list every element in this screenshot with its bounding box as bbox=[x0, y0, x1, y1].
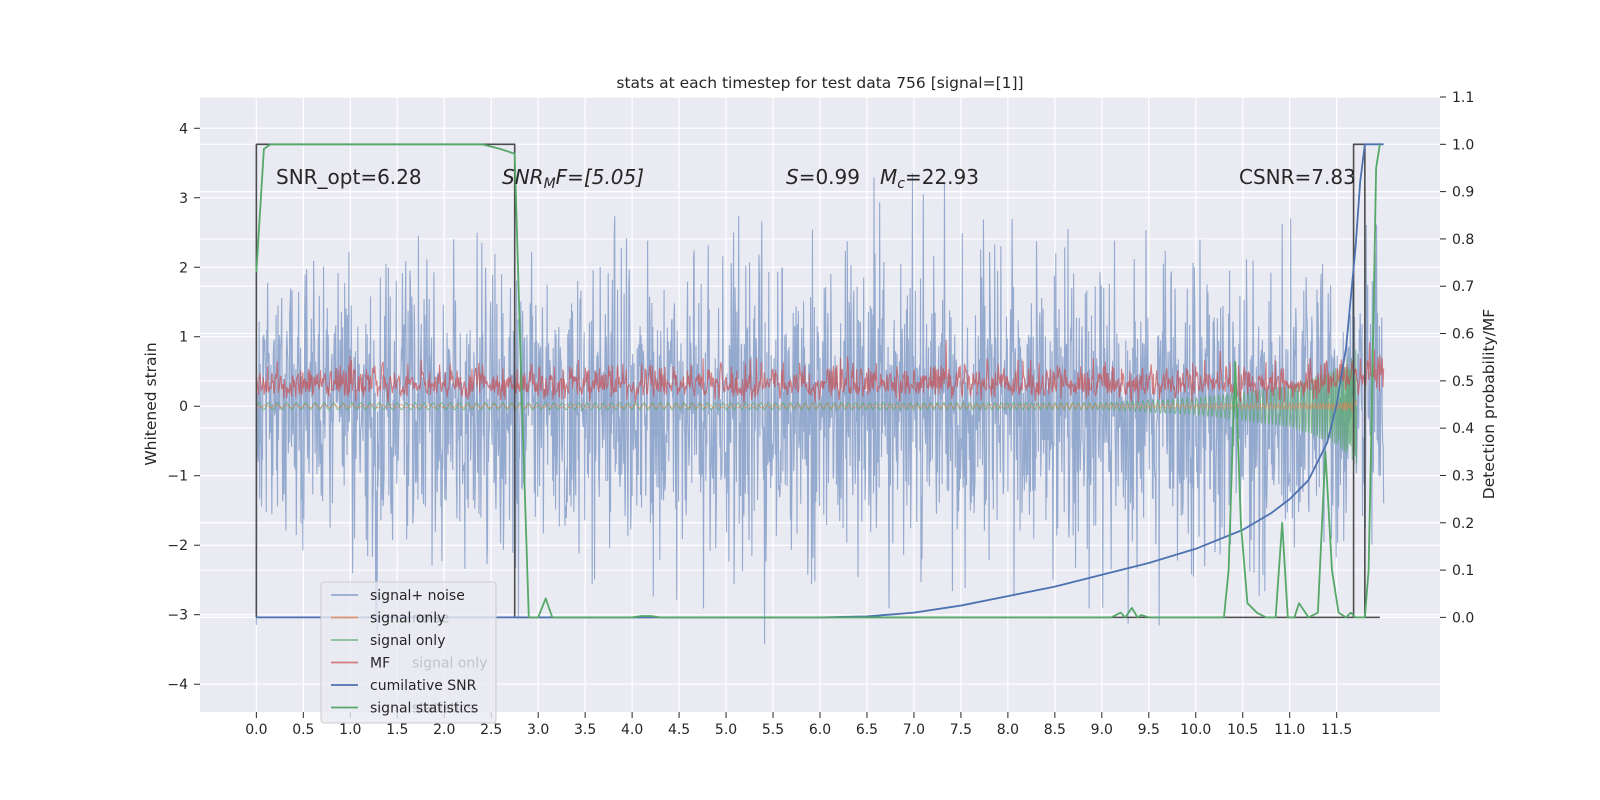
x-tick-label: 10.5 bbox=[1227, 722, 1258, 738]
annotation-csnr: CSNR=7.83 bbox=[1239, 165, 1356, 189]
x-tick-label: 9.0 bbox=[1091, 722, 1113, 738]
y-tick-label: −2 bbox=[167, 538, 188, 554]
legend-ghost-text: statistics bbox=[412, 701, 474, 717]
legend-label: signal+ noise bbox=[370, 588, 465, 604]
annotation-snr-mf: SNRMF=[5.05] bbox=[502, 165, 644, 192]
series-signal-only-orange bbox=[256, 399, 1358, 412]
annotations: SNR_opt=6.28 SNRMF=[5.05] S=0.99 Mc=22.9… bbox=[276, 165, 1356, 192]
y-tick-label: −3 bbox=[167, 608, 188, 624]
legend-label: cumilative SNR bbox=[370, 678, 477, 694]
x-tick-label: 9.5 bbox=[1138, 722, 1160, 738]
x-tick-label: 6.0 bbox=[809, 722, 831, 738]
snr-mf-subscript: M bbox=[544, 176, 556, 192]
y-tick-label: 3 bbox=[179, 191, 188, 207]
y-axis-ticks: 4 3 2 1 0 −1 −2 −3 −4 bbox=[167, 121, 200, 693]
x-tick-label: 3.5 bbox=[574, 722, 596, 738]
series-line-signal-statistics bbox=[255, 143, 1381, 619]
chart-title: stats at each timestep for test data 756… bbox=[616, 74, 1023, 92]
x-tick-label: 8.0 bbox=[997, 722, 1019, 738]
legend-label: signal statistics bbox=[370, 701, 478, 717]
legend-label: MF bbox=[370, 656, 390, 672]
y2-tick-label: 1.1 bbox=[1452, 90, 1474, 106]
x-tick-label: 3.0 bbox=[527, 722, 549, 738]
x-tick-label: 0.5 bbox=[292, 722, 314, 738]
y2-tick-label: 1.0 bbox=[1452, 137, 1474, 153]
series-line-signal-plus-noise bbox=[255, 173, 1385, 645]
x-tick-label: 7.0 bbox=[903, 722, 925, 738]
annotation-s: S=0.99 bbox=[786, 165, 860, 189]
y2-tick-label: 0.7 bbox=[1452, 279, 1474, 295]
legend-ghost-text: signal only bbox=[412, 656, 487, 672]
y2-tick-label: 0.3 bbox=[1452, 468, 1474, 484]
mc-value: =22.93 bbox=[905, 165, 979, 189]
y2-axis-ticks: 1.1 1.0 0.9 0.8 0.7 0.6 0.5 0.4 0.3 0.2 0.1 0.0 bbox=[1440, 90, 1474, 626]
x-tick-label: 0.0 bbox=[245, 722, 267, 738]
x-tick-label: 4.5 bbox=[668, 722, 690, 738]
s-value: =0.99 bbox=[799, 165, 860, 189]
legend-ghost-text: noise bbox=[412, 611, 449, 627]
y-tick-label: −4 bbox=[167, 677, 188, 693]
legend-label: signal only bbox=[370, 633, 445, 649]
series-line-mf bbox=[255, 339, 1385, 403]
series-line-signal-only-orange bbox=[256, 399, 1358, 412]
x-tick-label: 10.0 bbox=[1180, 722, 1211, 738]
legend-label: signal only bbox=[370, 611, 445, 627]
snr-mf-rest: F=[5.05] bbox=[556, 165, 644, 189]
y2-tick-label: 0.1 bbox=[1452, 563, 1474, 579]
x-axis-ticks: 0.0 0.5 1.0 1.5 2.0 2.5 3.0 3.5 4.0 4.5 5.0 5.5 6.0 6… bbox=[245, 712, 1352, 738]
x-tick-label: 1.0 bbox=[339, 722, 361, 738]
y2-tick-label: 0.9 bbox=[1452, 185, 1474, 201]
annotation-mc: Mc=22.93 bbox=[880, 165, 979, 192]
series-signal-plus-noise bbox=[255, 173, 1385, 645]
x-tick-label: 5.0 bbox=[715, 722, 737, 738]
y2-tick-label: 0.8 bbox=[1452, 232, 1474, 248]
series-line-cumulative-snr bbox=[256, 143, 1384, 619]
snr-mf-symbol: SNR bbox=[502, 165, 544, 189]
x-tick-label: 4.0 bbox=[621, 722, 643, 738]
x-tick-label: 1.5 bbox=[386, 722, 408, 738]
right-axis-series bbox=[255, 143, 1384, 619]
x-tick-label: 11.0 bbox=[1274, 722, 1305, 738]
y2-tick-label: 0.4 bbox=[1452, 421, 1474, 437]
y2-axis-label: Detection probability/MF bbox=[1480, 309, 1498, 500]
y2-tick-label: 0.6 bbox=[1452, 327, 1474, 343]
y2-tick-label: 0.5 bbox=[1452, 374, 1474, 390]
y-tick-label: 4 bbox=[179, 121, 188, 137]
y-axis-label: Whitened strain bbox=[142, 342, 160, 465]
s-symbol: S bbox=[786, 165, 799, 189]
series-mf bbox=[255, 339, 1385, 403]
x-tick-label: 2.5 bbox=[480, 722, 502, 738]
annotation-snr-opt: SNR_opt=6.28 bbox=[276, 165, 422, 189]
mc-symbol: M bbox=[880, 165, 897, 189]
y-tick-label: −1 bbox=[167, 469, 188, 485]
y-tick-label: 1 bbox=[179, 330, 188, 346]
y-tick-label: 2 bbox=[179, 260, 188, 276]
y2-tick-label: 0.2 bbox=[1452, 516, 1474, 532]
x-tick-label: 11.5 bbox=[1321, 722, 1352, 738]
x-tick-label: 8.5 bbox=[1044, 722, 1066, 738]
legend-box bbox=[320, 581, 497, 724]
x-tick-label: 7.5 bbox=[950, 722, 972, 738]
y-tick-label: 0 bbox=[179, 399, 188, 415]
y2-tick-label: 0.0 bbox=[1452, 610, 1474, 626]
mc-subscript: c bbox=[897, 176, 905, 192]
x-tick-label: 6.5 bbox=[856, 722, 878, 738]
x-tick-label: 5.5 bbox=[762, 722, 784, 738]
x-tick-label: 2.0 bbox=[433, 722, 455, 738]
